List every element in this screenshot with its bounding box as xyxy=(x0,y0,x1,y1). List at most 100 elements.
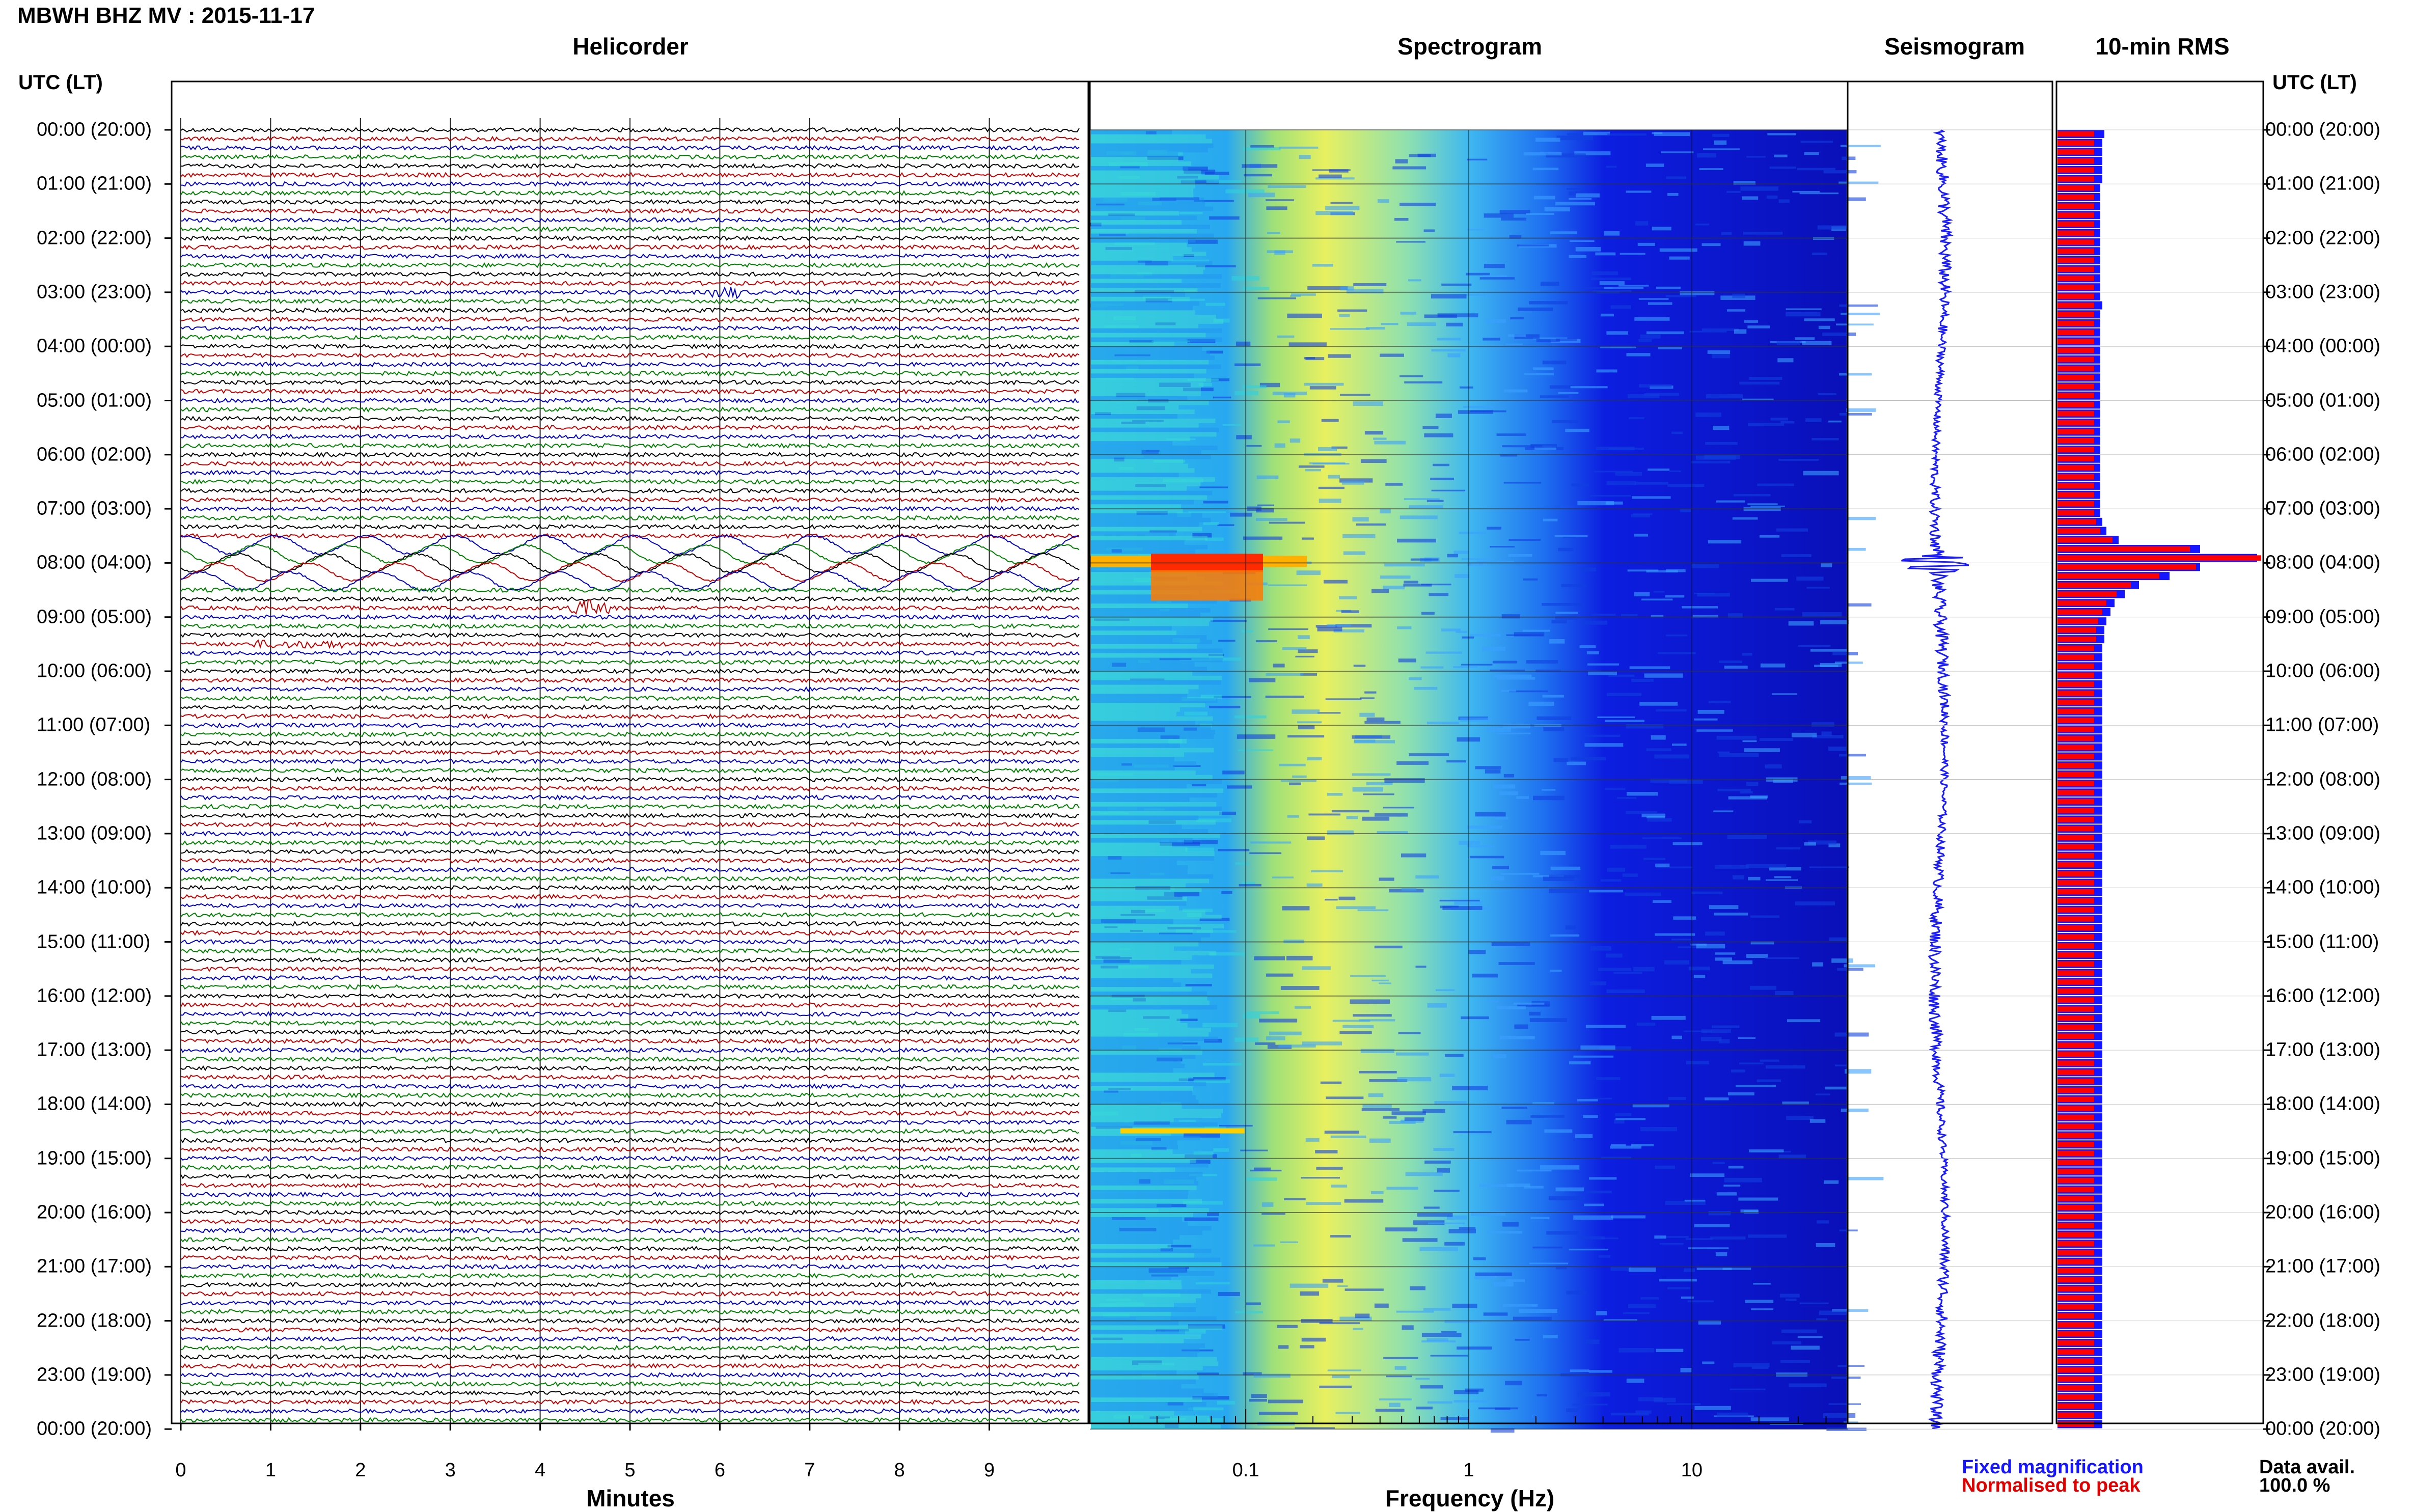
spectrogram-noise xyxy=(1654,754,1689,759)
spectrogram-band xyxy=(1091,477,1216,482)
spectrogram-noise xyxy=(1437,1168,1450,1173)
spectrogram-noise xyxy=(1280,780,1316,782)
helicorder-trace xyxy=(180,424,1080,431)
spectrogram-band xyxy=(1091,1032,1209,1037)
spectrogram-noise xyxy=(1812,735,1844,739)
spectrogram-noise xyxy=(1529,1262,1569,1264)
helicorder-trace xyxy=(180,1399,1080,1406)
spectrogram-noise xyxy=(1145,298,1172,303)
spectrogram-noise xyxy=(1193,1151,1214,1155)
spectrogram-noise xyxy=(1377,831,1408,834)
spectrogram-noise xyxy=(1255,640,1277,643)
spectrogram-noise xyxy=(1159,842,1200,846)
spectrogram-noise xyxy=(1714,952,1736,955)
time-label-left: 16:00 (12:00) xyxy=(37,985,152,1007)
spectrogram-noise xyxy=(1304,357,1315,360)
spectrogram-noise xyxy=(1330,1235,1351,1238)
helicorder-trace xyxy=(180,1354,1080,1360)
spectrogram-band xyxy=(1091,969,1191,974)
spectrogram-noise xyxy=(1488,1000,1499,1003)
spectrogram-band xyxy=(1091,752,1184,757)
spectrogram-noise xyxy=(1818,393,1836,396)
spectrogram-noise xyxy=(1698,1320,1721,1325)
spectrogram-noise xyxy=(1671,431,1683,434)
spectrogram-noise xyxy=(1383,1357,1418,1359)
spectrogram-noise xyxy=(1580,1045,1615,1050)
spectrogram-noise xyxy=(1217,1400,1236,1405)
helicorder-trace xyxy=(180,235,1080,241)
spectrogram-noise xyxy=(1550,231,1577,234)
spectrogram-noise xyxy=(1342,1025,1374,1028)
spectrogram-noise xyxy=(1543,727,1565,731)
spectrogram-noise xyxy=(1773,778,1793,783)
spectrogram-noise xyxy=(1567,761,1586,765)
spectrogram-band xyxy=(1091,896,1187,901)
spectrogram-noise xyxy=(1683,1268,1695,1272)
spectrogram-noise xyxy=(1487,527,1502,530)
spectrogram-noise xyxy=(1532,1102,1554,1105)
spectrogram-noise xyxy=(1472,973,1498,978)
spectrogram-noise xyxy=(1667,193,1679,196)
spectrogram-noise xyxy=(1795,901,1835,905)
spectrogram-noise xyxy=(1415,1378,1430,1380)
spectrogram-noise xyxy=(1791,732,1817,737)
helicorder-trace xyxy=(180,704,1080,710)
spectrogram-noise xyxy=(1241,630,1253,633)
spectrogram-band xyxy=(1091,1343,1205,1348)
spectrogram-noise xyxy=(1635,482,1668,485)
rms-bar-normalised xyxy=(2058,1051,2094,1057)
spectrogram-noise xyxy=(1817,1220,1829,1224)
spectrogram-noise xyxy=(1193,1077,1226,1081)
spectrogram-noise xyxy=(1149,872,1165,875)
rms-bar-normalised xyxy=(2058,375,2094,380)
spectrogram-noise xyxy=(1513,1316,1552,1321)
spectrogram-noise xyxy=(1543,518,1558,521)
spectrogram-noise xyxy=(1753,1283,1771,1285)
spectrogram-noise xyxy=(1592,290,1632,293)
spectrogram-band xyxy=(1091,1235,1180,1240)
spectrogram-noise xyxy=(1499,210,1530,214)
spectrogram-band xyxy=(1091,382,1203,387)
spectrogram-noise xyxy=(1607,133,1647,136)
spectrogram-noise xyxy=(1286,955,1313,960)
spectrogram-noise xyxy=(1151,340,1190,343)
spectrogram-noise xyxy=(1703,148,1740,150)
seismogram-trace xyxy=(1901,129,1969,1429)
spectrogram-noise xyxy=(1685,1238,1713,1240)
spectrogram-noise xyxy=(1646,748,1671,751)
minute-tick-label: 9 xyxy=(984,1460,995,1481)
spectrogram-noise xyxy=(1151,1274,1178,1277)
spectrogram-noise xyxy=(1508,334,1526,337)
spectrogram-noise xyxy=(1626,190,1652,193)
spectrogram-noise xyxy=(1090,1111,1118,1116)
rms-bar-normalised xyxy=(2058,149,2094,155)
spectrogram-noise xyxy=(1251,1394,1267,1398)
spectrogram-noise xyxy=(1255,518,1287,521)
minute-tick-label: 7 xyxy=(804,1460,815,1481)
spectrogram-noise xyxy=(1278,1044,1316,1048)
spectrogram-noise xyxy=(1108,1088,1131,1090)
rms-bar-normalised xyxy=(2058,555,2261,561)
time-label-right: 23:00 (19:00) xyxy=(2265,1364,2381,1386)
rms-bar-normalised xyxy=(2058,465,2094,471)
helicorder-trace xyxy=(180,1074,1080,1080)
spectrogram-band xyxy=(1091,1267,1186,1272)
spectrogram-noise xyxy=(1434,1190,1460,1192)
spectrogram-noise xyxy=(1804,318,1835,321)
spectrogram-noise xyxy=(1184,254,1194,257)
spectrogram-noise xyxy=(1708,700,1731,703)
spectrogram-noise xyxy=(1841,776,1871,780)
spectrogram-noise xyxy=(1321,419,1339,422)
spectrogram-noise xyxy=(1567,133,1598,135)
spectrogram-noise xyxy=(1159,658,1192,661)
spectrogram-noise xyxy=(1114,354,1150,356)
spectrogram-noise xyxy=(1544,1129,1573,1133)
spectrogram-noise xyxy=(1097,568,1108,571)
spectrogram-noise xyxy=(1577,501,1614,506)
spectrogram-noise xyxy=(1433,463,1449,466)
spectrogram-noise xyxy=(1517,1169,1552,1172)
spectrogram-band xyxy=(1091,486,1187,491)
spectrogram-noise xyxy=(1145,261,1168,266)
spectrogram-noise xyxy=(1353,1328,1364,1330)
spectrogram-noise xyxy=(1587,663,1620,666)
